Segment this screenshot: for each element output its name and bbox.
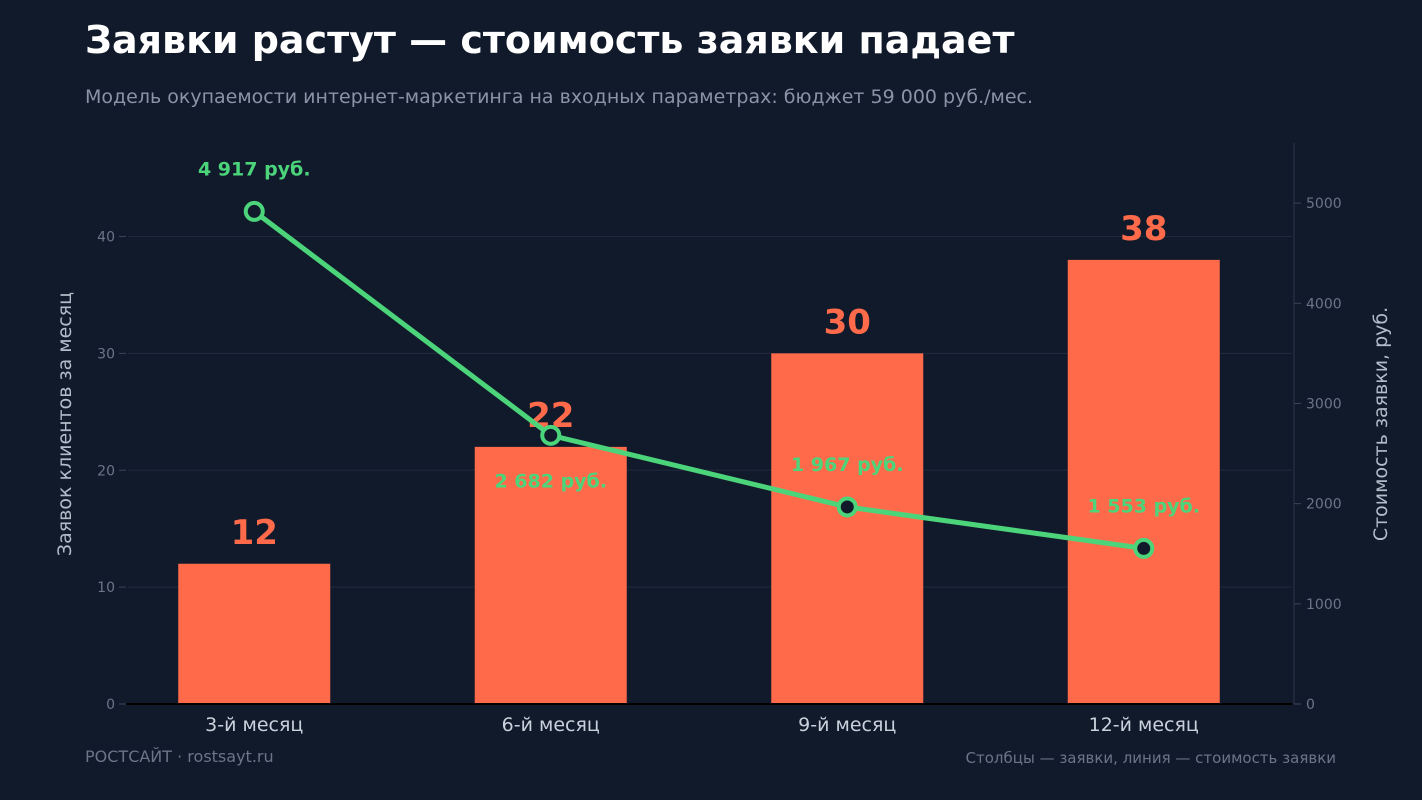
right-tick-label: 2000 [1306,497,1342,513]
left-tick-label: 30 [97,346,115,362]
right-tick-label: 4000 [1306,296,1342,312]
cost-value-label: 1 967 руб. [791,454,904,476]
bar-value-label: 12 [231,513,278,553]
y-left-axis-title: Заявок клиентов за месяц [54,292,76,556]
cost-value-label: 4 917 руб. [198,158,311,180]
y-right-axis-title: Стоимость заявки, руб. [1370,307,1392,541]
x-tick-label: 12-й месяц [1089,714,1199,736]
cost-point [540,424,562,446]
cost-line [251,208,1147,551]
cost-value-label: 2 682 руб. [494,470,607,492]
cost-point [1133,537,1155,559]
left-tick-label: 20 [97,463,115,479]
right-tick-label: 0 [1306,697,1315,713]
cost-value-label: 1 553 руб. [1087,495,1200,517]
chart-subtitle: Модель окупаемости интернет-маркетинга н… [85,86,1034,108]
x-tick-label: 3-й месяц [205,714,303,736]
cost-point [836,496,858,518]
x-tick-label: 6-й месяц [502,714,600,736]
bar [178,563,331,704]
bar [1067,259,1220,704]
right-tick-label: 3000 [1306,396,1342,412]
cost-point [243,200,265,222]
left-tick-label: 0 [106,697,115,713]
bar [474,446,627,704]
footer-brand: РОСТСАЙТ · rostsayt.ru [85,747,274,766]
left-tick-label: 40 [97,230,115,246]
left-tick-label: 10 [97,580,115,596]
footer-legend-note: Столбцы — заявки, линия — стоимость заяв… [965,749,1336,767]
chart-title: Заявки растут — стоимость заявки падает [85,18,1015,62]
bar-value-label: 38 [1120,209,1167,249]
x-tick-label: 9-й месяц [798,714,896,736]
bar-value-label: 30 [824,302,871,342]
bar [771,353,924,704]
right-tick-label: 5000 [1306,196,1342,212]
right-tick-label: 1000 [1306,597,1342,613]
